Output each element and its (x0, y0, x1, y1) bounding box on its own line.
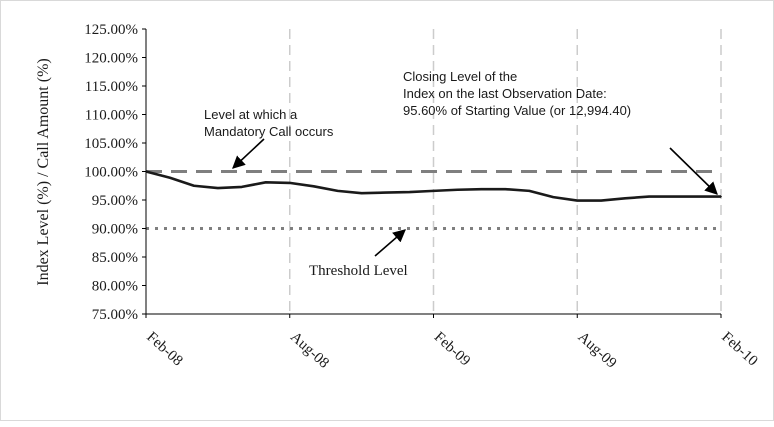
series-point (217, 187, 219, 189)
series-point (288, 182, 291, 184)
y-tick-label: 100.00% (84, 165, 138, 181)
series-point (432, 190, 435, 192)
series-point (480, 188, 483, 190)
annotation-closing-line1: Closing Level of the (403, 69, 517, 84)
annotation-mandatory-call-line1: Level at which a (204, 107, 298, 122)
x-tick-label: Feb-10 (718, 329, 760, 369)
x-tick-labels: Feb-08 Aug-08 Feb-09 Aug-09 Feb-10 (143, 314, 761, 372)
annotation-threshold-arrow (374, 229, 406, 257)
series-point (312, 185, 315, 188)
annotation-closing-line2: Index on the last Observation Date: (403, 86, 607, 101)
x-tick-label: Aug-09 (575, 329, 620, 372)
y-tick-label: 80.00% (92, 279, 138, 295)
annotation-closing-line3: 95.60% of Starting Value (or 12,994.40) (403, 103, 631, 118)
svg-text:Closing Level of the I: Closing Level of the Index on the last O… (403, 69, 631, 118)
y-tick-label: 90.00% (92, 222, 138, 238)
y-tick-label: 85.00% (92, 250, 138, 266)
y-tick-label: 120.00% (84, 51, 138, 67)
y-tick-labels: 75.00% 80.00% 85.00% 90.00% 95.00% 100.00% 105… (84, 22, 146, 323)
x-tick-label: Aug-08 (287, 329, 332, 372)
series-point (336, 190, 339, 192)
series-point (408, 191, 411, 193)
svg-text:Level at which a Manda: Level at which a Mandatory Call occurs (204, 107, 334, 139)
y-axis-label: Index Level (%) / Call Amount (%) (35, 58, 52, 286)
annotation-threshold: Threshold Level (309, 229, 408, 279)
series-point (600, 199, 603, 202)
annotation-closing-level: Closing Level of the Index on the last O… (403, 69, 718, 195)
x-tick-label: Feb-08 (143, 329, 185, 369)
annotation-mandatory-call: Level at which a Mandatory Call occurs (204, 107, 334, 169)
y-tick-label: 110.00% (85, 108, 138, 124)
series-point (696, 195, 698, 198)
series-point (504, 188, 507, 190)
series-point (169, 176, 171, 179)
series-point (648, 195, 650, 198)
y-tick-label: 115.00% (85, 79, 138, 95)
series-point (528, 190, 531, 192)
series-point (552, 196, 555, 198)
series-point (241, 186, 243, 188)
x-tick-label: Feb-09 (431, 329, 473, 369)
annotation-threshold-text: Threshold Level (309, 263, 408, 279)
y-tick-label: 95.00% (92, 193, 138, 209)
annotation-mandatory-call-arrow (232, 138, 265, 169)
series-point (576, 199, 579, 202)
annotation-closing-arrow (669, 147, 718, 195)
reference-lines (146, 170, 721, 230)
series-point (624, 197, 626, 200)
series-point (264, 181, 267, 184)
series-point (360, 192, 363, 194)
series-point (456, 188, 459, 191)
annotation-mandatory-call-line2: Mandatory Call occurs (204, 124, 334, 139)
series-point (672, 195, 674, 198)
y-tick-label: 75.00% (92, 307, 138, 323)
y-tick-label: 105.00% (84, 136, 138, 152)
series-point (193, 184, 195, 187)
series-point (384, 191, 387, 194)
series-point (720, 195, 722, 198)
y-tick-label: 125.00% (84, 22, 138, 38)
